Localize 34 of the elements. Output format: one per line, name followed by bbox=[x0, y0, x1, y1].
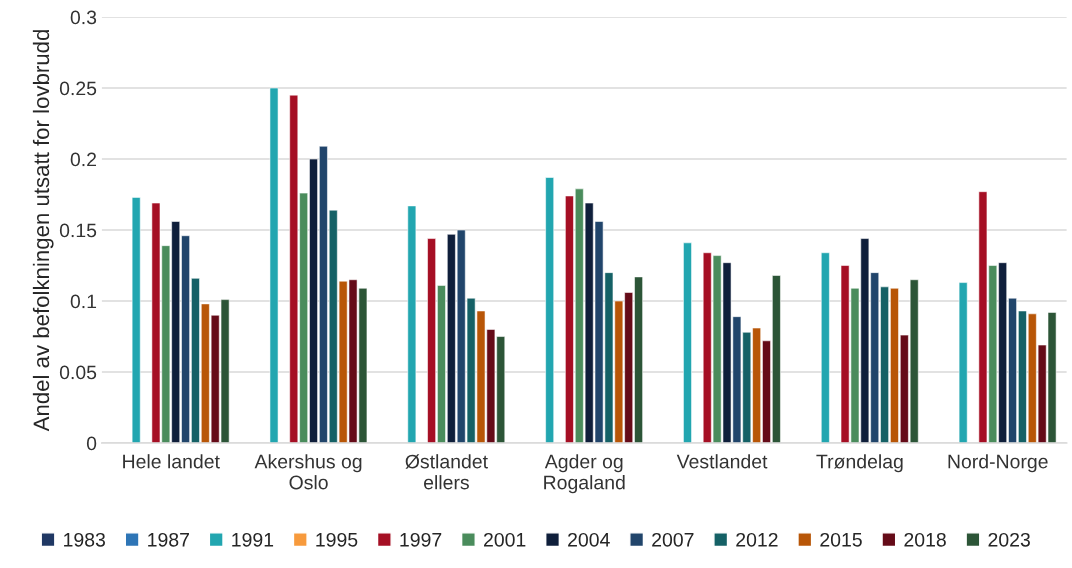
legend-label: 2012 bbox=[736, 532, 778, 547]
x-tick-label: Nord-Norge bbox=[948, 454, 1048, 473]
y-tick-label: 0 bbox=[86, 436, 97, 451]
x-tick-label: Østlandet ellers bbox=[405, 454, 488, 490]
y-tick-label: 0.05 bbox=[59, 365, 97, 380]
legend-label: 1997 bbox=[400, 532, 442, 547]
legend-label: 2001 bbox=[484, 532, 526, 547]
legend-label: 2018 bbox=[904, 532, 946, 547]
bar bbox=[821, 252, 830, 444]
legend-label: 1983 bbox=[64, 532, 105, 547]
x-tick-label: Vestlandet bbox=[676, 454, 768, 469]
y-tick-label: 0.3 bbox=[70, 10, 97, 25]
legend-label: 2004 bbox=[568, 532, 610, 547]
y-axis-title: Andel av befolkningen utsatt for lovbrudd bbox=[32, 30, 54, 432]
bar bbox=[407, 205, 417, 444]
y-tick-label: 0.2 bbox=[70, 152, 97, 167]
y-tick-label: 0.15 bbox=[59, 223, 97, 238]
bar bbox=[269, 87, 279, 444]
x-tick-label: Trøndelag bbox=[816, 454, 903, 473]
bar bbox=[683, 242, 692, 444]
bar bbox=[131, 197, 141, 444]
legend-label: 1987 bbox=[148, 532, 189, 547]
x-tick-label: Agder og Rogaland bbox=[544, 454, 625, 494]
legend-label: 2015 bbox=[820, 532, 862, 547]
x-tick-label: Hele landet bbox=[123, 454, 220, 469]
legend-label: 2007 bbox=[652, 532, 694, 547]
bar bbox=[545, 177, 554, 444]
x-tick-label: Akershus og Oslo bbox=[254, 454, 362, 490]
legend-label: 1995 bbox=[316, 532, 358, 547]
y-tick-label: 0.1 bbox=[70, 294, 97, 309]
y-tick-label: 0.25 bbox=[59, 81, 97, 96]
legend-label: 2023 bbox=[988, 532, 1030, 547]
bar bbox=[958, 282, 968, 444]
legend-label: 1991 bbox=[232, 532, 274, 547]
